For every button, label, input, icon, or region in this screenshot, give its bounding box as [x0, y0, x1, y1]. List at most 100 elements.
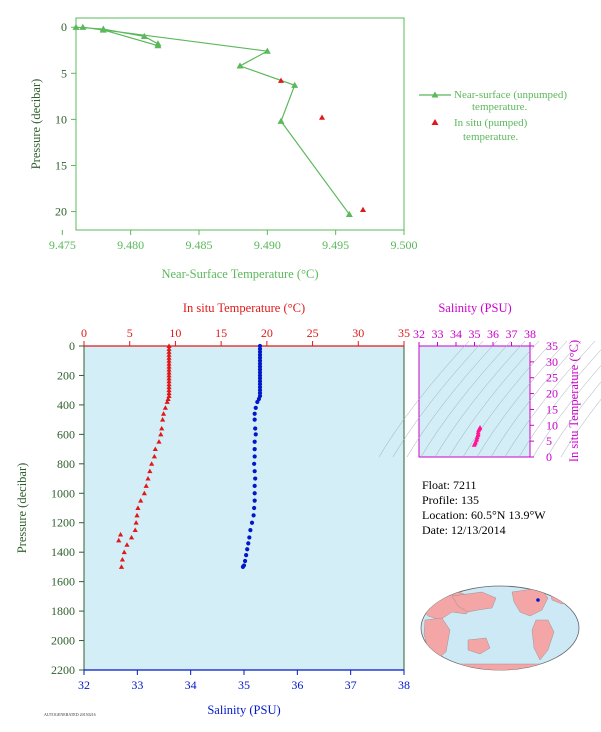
top-chart-legend: Near-surface (unpumped) temperature. In …: [419, 89, 567, 143]
temperature-profile-point: [166, 393, 172, 399]
top-y-tick-label: 15: [55, 158, 67, 172]
salinity-profile-point: [252, 491, 257, 496]
main-chart-pressure-axis-label: Pressure (decibar): [15, 463, 29, 554]
temperature-profile-point: [159, 425, 165, 431]
ts-salinity-tick-label: 34: [450, 327, 462, 341]
temperature-profile-point: [166, 372, 172, 378]
near-surface-temperature-point: [72, 23, 80, 30]
pressure-tick-label: 2000: [51, 634, 75, 648]
pressure-tick-label: 1000: [51, 486, 75, 500]
temperature-profile-point: [156, 439, 162, 444]
ts-temperature-tick-label: 20: [546, 387, 558, 401]
density-contour: [420, 340, 512, 458]
ts-diagram-temperature-axis-label: In situ Temperature (°C): [567, 340, 581, 462]
temperature-profile-point: [166, 358, 172, 363]
near-surface-temperature-point: [263, 47, 271, 54]
near-surface-temperature-line: [75, 26, 350, 215]
salinity-profile-point: [257, 391, 263, 396]
map-land-south-america: [531, 619, 555, 661]
density-contour: [518, 349, 601, 458]
salinity-profile-point: [252, 411, 257, 416]
salinity-profile-point: [257, 358, 263, 363]
salinity-tick-label: 35: [238, 678, 250, 692]
salinity-profile-point: [257, 373, 263, 378]
salinity-tick-label: 36: [291, 678, 303, 692]
top-x-tick-label: 9.495: [322, 238, 349, 252]
salinity-profile-point: [252, 439, 257, 444]
density-contour: [378, 340, 470, 458]
salinity-profile-point: [257, 367, 263, 372]
temperature-profile-point: [145, 475, 151, 481]
ts-salinity-tick-label: 35: [469, 327, 481, 341]
main-chart-series: [116, 343, 263, 570]
salinity-profile-point: [257, 361, 263, 366]
main-chart-salinity-axis-label: Salinity (PSU): [207, 703, 280, 717]
temperature-profile-point: [166, 369, 172, 375]
near-surface-temperature-point: [236, 62, 244, 69]
salinity-profile-point: [244, 553, 249, 558]
top-x-tick-label: 9.500: [391, 238, 418, 252]
salinity-profile-point: [252, 461, 257, 466]
ts-diagram-series: [471, 425, 483, 447]
pressure-tick-label: 1800: [51, 604, 75, 618]
density-contour: [434, 340, 526, 458]
main-chart-pressure-ticks: 0 200 400 600 800 1000 1200 1400 1600 1800 2000 220…: [51, 339, 84, 677]
legend-red-triangle-icon: [431, 119, 439, 125]
temperature-profile-point: [166, 378, 172, 384]
pressure-tick-label: 400: [57, 398, 75, 412]
top-chart-y-axis-label: Pressure (decibar): [29, 79, 43, 170]
near-surface-temperature-chart: 9.475 9.480 9.485 9.490 9.495 9.500 05101520 …: [29, 17, 418, 281]
temperature-profile-point: [133, 520, 139, 525]
legend-item-near-surface-line2: temperature.: [472, 101, 528, 113]
ts-diagram-salinity-ticks: 32 33 34 35 36 37 38: [413, 327, 536, 346]
temperature-tick-label: 0: [81, 326, 87, 340]
salinity-profile-point: [257, 343, 263, 349]
salinity-profile-point: [257, 382, 263, 387]
salinity-tick-label: 32: [78, 678, 90, 692]
top-x-tick-label: 9.480: [117, 238, 144, 252]
pressure-tick-label: 2200: [51, 663, 75, 677]
density-contour: [406, 340, 498, 458]
density-contour: [490, 340, 582, 458]
temperature-profile-point: [166, 384, 172, 390]
salinity-profile-point: [252, 505, 257, 511]
legend-item-near-surface-line1: Near-surface (unpumped): [454, 89, 567, 101]
map-land-australia: [467, 637, 491, 655]
temperature-profile-point: [166, 381, 172, 387]
near-surface-temperature-point: [277, 117, 285, 124]
top-chart-frame: [75, 17, 405, 231]
salinity-profile-point: [253, 476, 258, 481]
near-surface-temperature-point: [79, 23, 87, 30]
temperature-profile-point: [135, 505, 141, 510]
temperature-profile-point: [166, 349, 172, 354]
density-contour: [476, 340, 568, 458]
top-y-tick-label: 5: [61, 66, 67, 80]
pressure-tick-label: 0: [69, 339, 75, 353]
density-contour: [560, 398, 601, 458]
salinity-profile-point: [253, 405, 258, 410]
footer-code: AUTOGENERATED 20150216: [44, 712, 96, 717]
temperature-profile-point: [138, 498, 144, 503]
salinity-profile-point: [257, 376, 263, 381]
salinity-tick-label: 38: [398, 678, 410, 692]
near-surface-temperature-point: [154, 42, 162, 49]
temperature-profile-point: [117, 531, 124, 537]
ts-temperature-tick-label: 30: [546, 355, 558, 369]
temperature-profile-point: [160, 411, 167, 416]
ts-temperature-tick-label: 35: [546, 339, 558, 353]
temperature-profile-point: [162, 405, 168, 410]
salinity-profile-point: [249, 520, 255, 525]
top-chart-x-ticks: 9.475 9.480 9.485 9.490 9.495 9.500: [49, 230, 418, 252]
top-x-tick-label: 9.485: [186, 238, 213, 252]
temperature-profile-point: [166, 387, 172, 393]
salinity-profile-point: [257, 355, 263, 360]
main-chart-salinity-ticks: 32 33 34 35 36 37 38: [78, 670, 410, 692]
temperature-salinity-profile-chart: 0 5 10 15 20 25 30 35 32 33 34 35 36 37 38 0 200 400 600…: [15, 301, 410, 717]
top-chart-x-axis-label: Near-Surface Temperature (°C): [161, 267, 318, 281]
temperature-profile-point: [166, 375, 172, 381]
temperature-profile-point: [165, 396, 171, 401]
salinity-profile-point: [257, 346, 263, 352]
salinity-profile-point: [242, 558, 248, 564]
